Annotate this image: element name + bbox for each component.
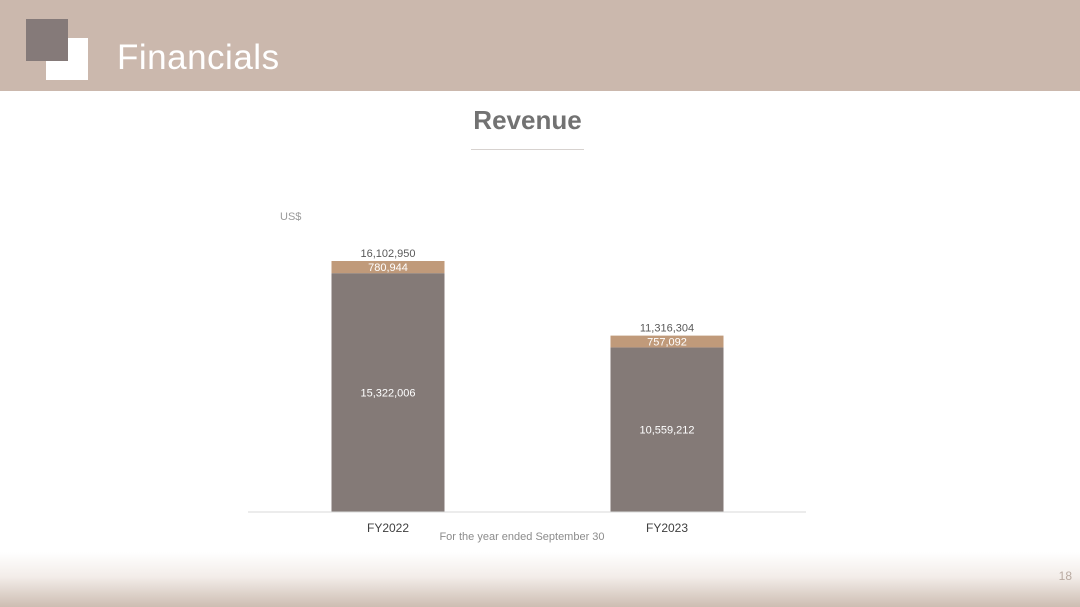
bar-garments-fy2023 — [610, 335, 724, 348]
data-label-yarns-fy2023: 10,559,212 — [639, 425, 694, 437]
footer-band — [0, 552, 1080, 607]
data-label-yarns-fy2022: 15,322,006 — [360, 388, 415, 400]
logo-square-overlap — [46, 38, 68, 61]
y-axis-unit-label: US$ — [280, 211, 301, 223]
data-label-garments-fy2023: 757,092 — [647, 337, 687, 349]
bar-yarns-fy2022 — [331, 273, 445, 512]
total-label-fy2022: 16,102,950 — [360, 248, 415, 260]
x-ticks-group: FY2022 FY2023 — [367, 521, 688, 535]
x-axis-title: For the year ended September 30 — [439, 531, 604, 543]
chart-title: Revenue — [473, 105, 582, 135]
bar-yarns-fy2023 — [610, 347, 724, 512]
total-label-fy2023: 11,316,304 — [640, 323, 694, 335]
bars-group: 15,322,006 780,944 16,102,950 10,559,212 757… — [331, 248, 724, 512]
bar-garments-fy2022 — [331, 261, 445, 274]
page-number: 18 — [1058, 569, 1072, 583]
data-label-garments-fy2022: 780,944 — [368, 262, 408, 274]
x-tick-fy2023: FY2023 — [646, 521, 688, 535]
page-title: Financials — [117, 38, 280, 77]
header-bar: Financials — [0, 0, 1080, 91]
x-tick-fy2022: FY2022 — [367, 521, 409, 535]
title-underline — [471, 149, 584, 150]
